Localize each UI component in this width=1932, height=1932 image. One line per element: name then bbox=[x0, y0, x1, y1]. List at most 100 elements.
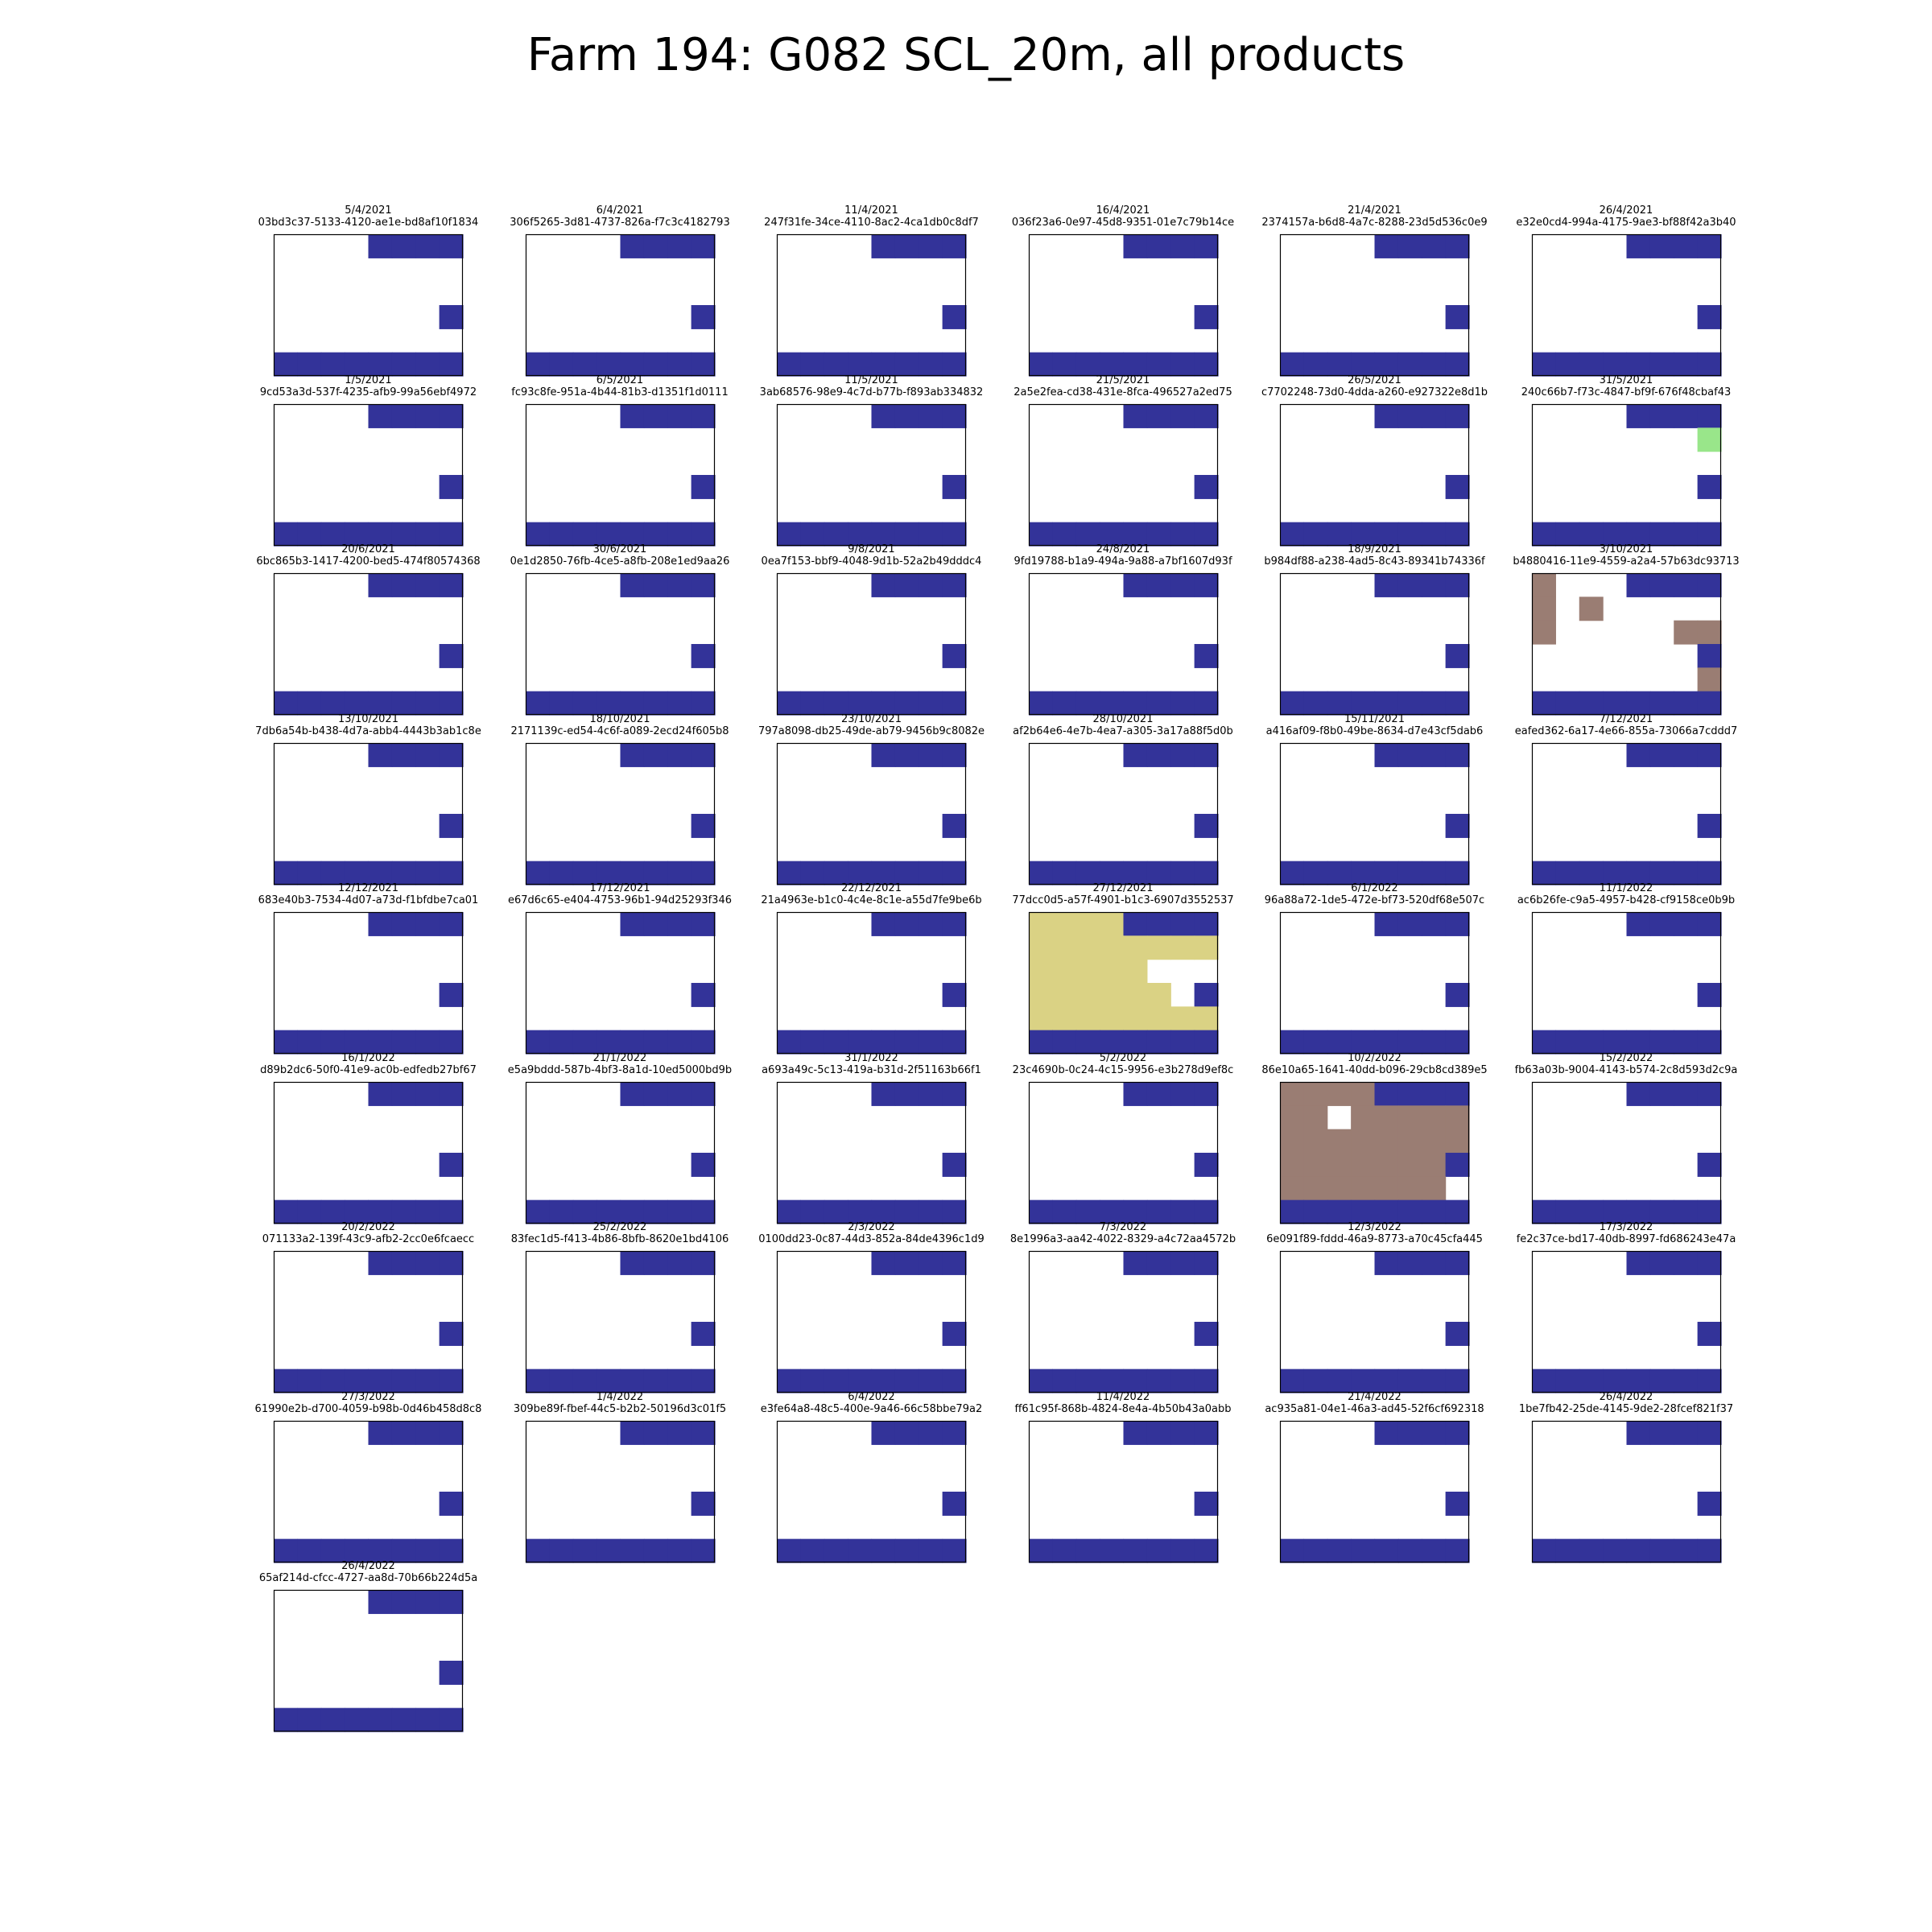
scl-cell-cloud-shadow bbox=[1602, 691, 1627, 716]
scl-raster bbox=[1531, 572, 1722, 716]
scl-cell-cloud-shadow bbox=[415, 1199, 440, 1224]
scl-cell-cloud-shadow bbox=[1099, 1368, 1124, 1393]
panel-frame bbox=[1531, 742, 1721, 885]
scl-cell-cloud-shadow bbox=[1123, 1420, 1147, 1445]
scl-cell-cloud-shadow bbox=[620, 403, 644, 428]
scl-cell-cloud-shadow bbox=[1422, 234, 1447, 258]
scl-cell-cloud-shadow bbox=[1146, 1081, 1171, 1106]
scl-cell-cloud-shadow bbox=[1051, 522, 1076, 547]
scl-cell-cloud-shadow bbox=[942, 983, 967, 1007]
panel-product-id: 9fd19788-b1a9-494a-9a88-a7bf1607d93f bbox=[1013, 555, 1232, 568]
scl-cell-cloud-shadow bbox=[800, 691, 825, 716]
scl-cell-cloud-shadow bbox=[691, 474, 716, 499]
scl-cell-cloud-shadow bbox=[439, 1538, 464, 1563]
scl-cell-cloud-shadow bbox=[368, 1251, 393, 1275]
scl-raster bbox=[1279, 1420, 1470, 1563]
scl-cell-cloud-shadow bbox=[1649, 912, 1674, 936]
panel-frame bbox=[776, 742, 967, 885]
scl-cell-cloud-shadow bbox=[620, 234, 644, 258]
scl-cell-vegetation bbox=[1697, 427, 1722, 452]
scl-cell-bare-soil bbox=[1303, 1175, 1328, 1200]
scl-cell-cloud-shadow bbox=[1123, 691, 1147, 716]
scl-cell-cloud-shadow bbox=[368, 573, 393, 597]
scl-cell-cloud-shadow bbox=[1194, 305, 1219, 329]
scl-cell-cloud-shadow bbox=[894, 861, 919, 886]
panel-date: 17/3/2022 bbox=[1599, 1221, 1653, 1233]
scl-cell-cloud-shadow bbox=[345, 1030, 369, 1055]
scl-cell-cloud-shadow bbox=[1697, 1368, 1722, 1393]
scl-cell-cloud-shadow bbox=[894, 742, 919, 767]
scl-cell-cloud-shadow bbox=[1673, 522, 1698, 547]
scl-cell-cloud-shadow bbox=[439, 1420, 464, 1445]
scl-cell-cloud-shadow bbox=[1397, 234, 1422, 258]
scl-cell-cloud-shadow bbox=[643, 1030, 668, 1055]
scl-cell-cloud-shadow bbox=[667, 1538, 691, 1563]
scl-cell-cloud-shadow bbox=[691, 691, 716, 716]
scl-cell-cloud-shadow bbox=[1351, 1538, 1376, 1563]
scl-cell-cloud-shadow bbox=[1673, 403, 1698, 428]
scl-cell-cloud-shadow bbox=[942, 912, 967, 936]
scl-raster bbox=[1531, 403, 1722, 547]
scl-cell-cloud-shadow bbox=[1374, 1081, 1399, 1106]
scl-cell-bare-soil bbox=[1280, 1104, 1304, 1129]
panel-frame bbox=[776, 572, 967, 716]
scl-cell-cloud-shadow bbox=[1673, 1081, 1698, 1106]
scl-cell-cloud-shadow bbox=[1146, 1420, 1171, 1445]
scl-cell-bare-soil bbox=[1397, 1175, 1422, 1200]
scl-cell-cloud-shadow bbox=[1146, 861, 1171, 886]
scl-cell-cloud-shadow bbox=[391, 1538, 416, 1563]
scl-cell-cloud-shadow bbox=[1397, 573, 1422, 597]
scl-cell-cloud-shadow bbox=[1374, 1199, 1399, 1224]
panel-date: 2/3/2022 bbox=[848, 1221, 895, 1233]
scl-cell-cloud-shadow bbox=[548, 352, 573, 377]
scl-cell-cloud-shadow bbox=[824, 1538, 848, 1563]
scl-cell-cloud-shadow bbox=[1194, 1081, 1219, 1106]
scl-cell-cloud-shadow bbox=[620, 1199, 644, 1224]
panel-product-id: 21a4963e-b1c0-4c4e-8c1e-a55d7fe9be6b bbox=[761, 894, 982, 906]
scl-raster bbox=[273, 1081, 464, 1224]
scl-cell-cloud-shadow bbox=[391, 1707, 416, 1732]
scl-panel: 1/5/2021 9cd53a3d-537f-4235-afb9-99a56ebf… bbox=[260, 374, 477, 547]
scl-cell-cloud-shadow bbox=[1170, 1251, 1195, 1275]
scl-cell-cloud-shadow bbox=[1626, 352, 1650, 377]
scl-cell-cloud-shadow bbox=[848, 1368, 873, 1393]
scl-cell-cloud-shadow bbox=[1051, 1199, 1076, 1224]
scl-cell-cloud-shadow bbox=[1374, 1030, 1399, 1055]
scl-raster bbox=[1531, 742, 1722, 886]
scl-cell-cloud-shadow bbox=[620, 573, 644, 597]
scl-cell-cloud-shadow bbox=[1397, 403, 1422, 428]
panel-date: 15/2/2022 bbox=[1599, 1051, 1653, 1064]
scl-cell-cloud-shadow bbox=[1445, 352, 1470, 377]
scl-cell-cloud-shadow bbox=[274, 1538, 298, 1563]
scl-cell-bare-soil bbox=[1351, 1104, 1376, 1129]
scl-cell-cloud-shadow bbox=[800, 522, 825, 547]
scl-cell-cloud-shadow bbox=[1445, 1491, 1470, 1516]
scl-cell-water bbox=[1146, 935, 1171, 960]
scl-cell-water bbox=[1123, 959, 1147, 984]
scl-cell-cloud-shadow bbox=[1146, 1030, 1171, 1055]
scl-cell-cloud-shadow bbox=[525, 1538, 550, 1563]
panel-frame bbox=[273, 1250, 464, 1393]
scl-raster bbox=[525, 233, 716, 377]
scl-cell-cloud-shadow bbox=[919, 742, 943, 767]
figure-title: Farm 194: G082 SCL_20m, all products bbox=[526, 29, 1406, 81]
scl-raster bbox=[776, 742, 967, 886]
scl-cell-cloud-shadow bbox=[871, 1081, 896, 1106]
scl-cell-cloud-shadow bbox=[1170, 522, 1195, 547]
scl-cell-cloud-shadow bbox=[1649, 573, 1674, 597]
scl-cell-cloud-shadow bbox=[871, 861, 896, 886]
panel-frame bbox=[776, 1081, 967, 1224]
scl-cell-bare-soil bbox=[1303, 1152, 1328, 1177]
scl-cell-cloud-shadow bbox=[1649, 403, 1674, 428]
scl-cell-cloud-shadow bbox=[1374, 352, 1399, 377]
scl-raster bbox=[273, 403, 464, 547]
scl-cell-cloud-shadow bbox=[1422, 742, 1447, 767]
scl-cell-cloud-shadow bbox=[894, 234, 919, 258]
scl-cell-cloud-shadow bbox=[824, 1199, 848, 1224]
scl-cell-cloud-shadow bbox=[667, 861, 691, 886]
panel-date: 13/10/2021 bbox=[338, 712, 398, 725]
scl-cell-cloud-shadow bbox=[1445, 1322, 1470, 1346]
scl-cell-cloud-shadow bbox=[274, 1030, 298, 1055]
scl-raster bbox=[273, 233, 464, 377]
panel-product-id: 240c66b7-f73c-4847-bf9f-676f48cbaf43 bbox=[1521, 386, 1732, 398]
